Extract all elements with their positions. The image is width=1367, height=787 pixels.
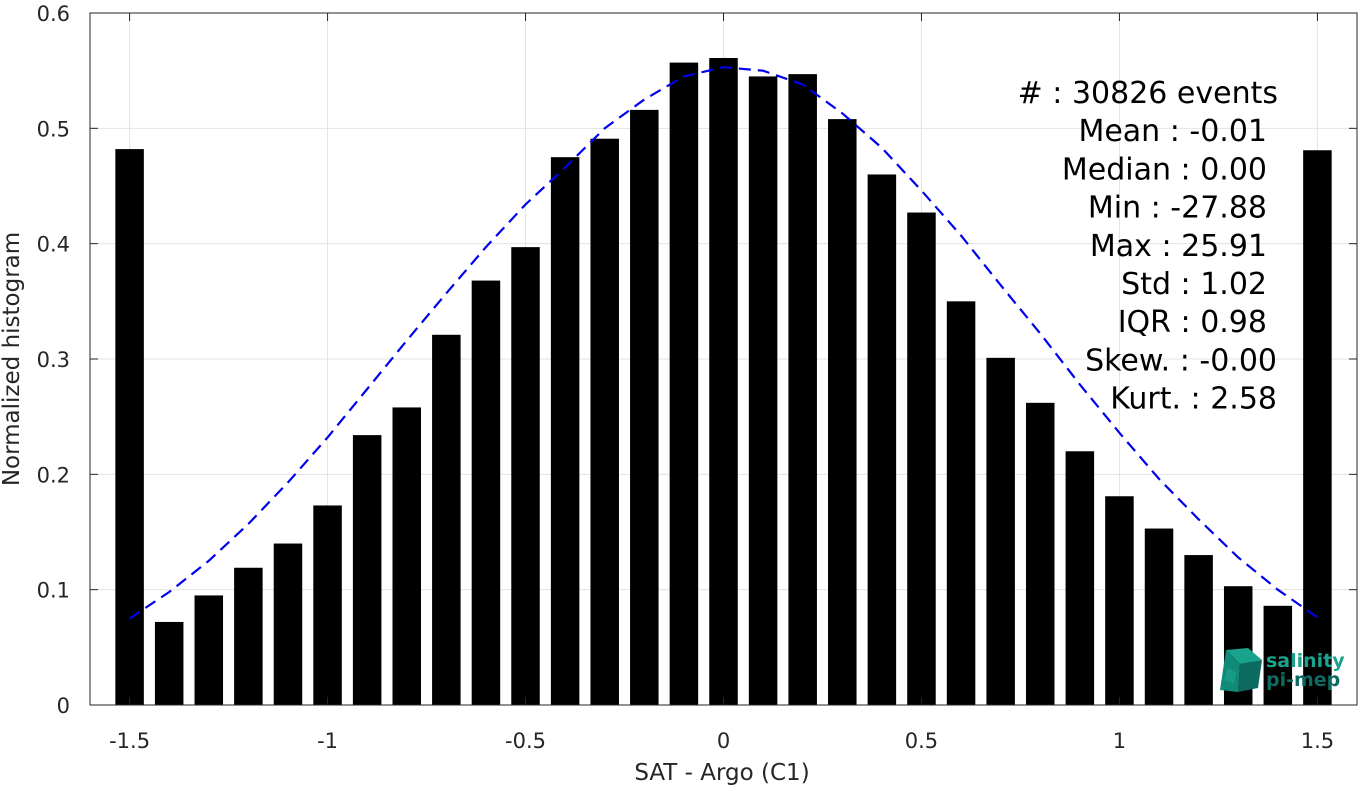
- histogram-bar: [471, 280, 501, 705]
- y-tick-label: 0.4: [37, 233, 70, 257]
- salinity-pi-mep-logo: salinity pi-mep: [1220, 648, 1345, 692]
- y-tick-label: 0.6: [37, 2, 70, 26]
- histogram-bar: [630, 109, 659, 705]
- histogram-bar: [234, 567, 263, 705]
- histogram-bar: [788, 74, 817, 706]
- stat-line: Skew. : -0.00: [1085, 343, 1277, 378]
- x-axis-label: SAT - Argo (C1): [634, 760, 809, 786]
- y-tick-label: 0.3: [37, 348, 70, 372]
- histogram-bar: [748, 76, 778, 705]
- stat-line: Mean : -0.01: [1078, 114, 1267, 149]
- x-tick-label: -1.5: [109, 729, 150, 753]
- histogram-bar: [590, 138, 619, 706]
- histogram-bar: [154, 621, 184, 705]
- histogram-bar: [946, 301, 976, 705]
- histogram-bar: [709, 57, 738, 706]
- histogram-bar: [1184, 555, 1213, 705]
- histogram-bar: [1263, 605, 1293, 705]
- histogram-bar: [432, 334, 461, 705]
- histogram-bar: [669, 62, 699, 706]
- y-tick-label: 0.5: [37, 117, 70, 141]
- histogram-bar: [986, 357, 1015, 705]
- histogram-bar: [352, 435, 382, 705]
- stat-line: IQR : 0.98: [1118, 305, 1267, 340]
- histogram-bar: [115, 149, 144, 706]
- stat-line: Median : 0.00: [1062, 152, 1267, 187]
- histogram-bar: [550, 157, 580, 705]
- y-axis-label: Normalized histogram: [0, 232, 25, 486]
- histogram-bar: [511, 247, 540, 706]
- histogram-bar: [828, 119, 857, 705]
- logo-line-2: pi-mep: [1266, 669, 1340, 691]
- x-axis-ticks: -1.5 -1 -0.5 0 0.5 1 1.5: [109, 13, 1334, 753]
- stat-line: Std : 1.02: [1121, 267, 1267, 302]
- y-tick-label: 0.2: [37, 463, 70, 487]
- x-tick-label: 0.5: [905, 729, 938, 753]
- stat-line: Max : 25.91: [1090, 229, 1267, 264]
- x-tick-label: 0: [717, 729, 730, 753]
- histogram-bar: [1105, 496, 1134, 705]
- y-axis-ticks: 0 0.1 0.2 0.3 0.4 0.5 0.6: [37, 2, 1357, 718]
- bars: [115, 57, 1332, 706]
- histogram-bar: [907, 212, 936, 705]
- gaussian-fit-curve: [128, 66, 1319, 620]
- stat-line: # : 30826 events: [1018, 76, 1278, 111]
- histogram-bar: [194, 595, 224, 705]
- histogram-bar: [313, 505, 342, 705]
- logo-line-1: salinity: [1266, 650, 1345, 672]
- stat-line: Min : -27.88: [1088, 191, 1267, 226]
- x-tick-label: 1.5: [1301, 729, 1334, 753]
- histogram-bar: [867, 174, 897, 705]
- histogram-bar: [392, 407, 422, 705]
- histogram-bar: [1065, 451, 1095, 705]
- y-tick-label: 0.1: [37, 579, 70, 603]
- histogram-bar: [1025, 402, 1055, 705]
- stat-line: Kurt. : 2.58: [1110, 382, 1277, 417]
- cube-icon: [1220, 648, 1262, 692]
- histogram-bar: [1303, 150, 1332, 705]
- histogram-bar: [1144, 528, 1174, 705]
- x-tick-label: 1: [1113, 729, 1126, 753]
- histogram-bar: [273, 543, 303, 705]
- x-tick-label: -0.5: [505, 729, 546, 753]
- y-tick-label: 0: [57, 694, 70, 718]
- x-tick-label: -1: [317, 729, 338, 753]
